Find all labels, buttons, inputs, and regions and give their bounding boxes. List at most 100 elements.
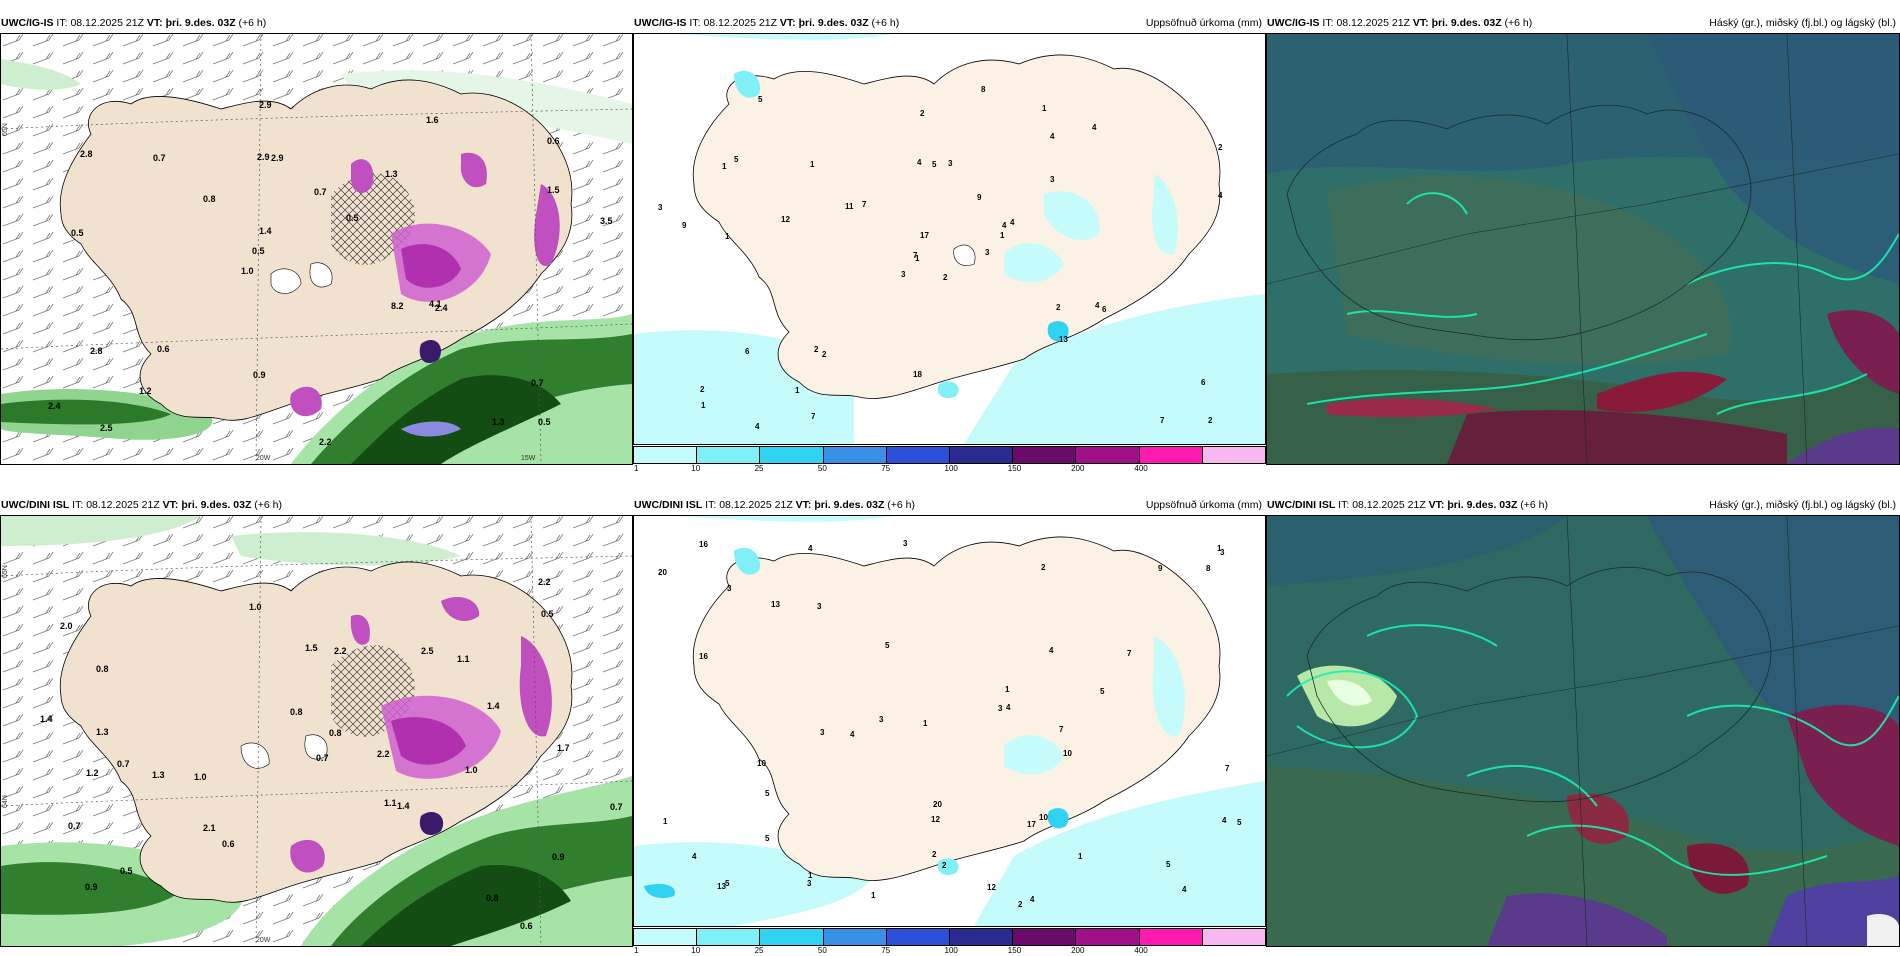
colorbar-swatch — [760, 447, 824, 463]
colorbar-tick-label: 10 — [691, 464, 701, 473]
panel-header: UWC/DINI ISL IT: 08.12.2025 21Z VT: þri.… — [0, 495, 633, 515]
it-label: IT: — [705, 499, 717, 511]
value-label: 1 — [808, 871, 813, 880]
value-label: 2 — [700, 385, 705, 394]
value-label: 5 — [1100, 687, 1105, 696]
value-label: 1 — [871, 891, 876, 900]
it-label: IT: — [1338, 499, 1350, 511]
panel-header: UWC/DINI ISL IT: 08.12.2025 21Z VT: þri.… — [633, 495, 1266, 515]
iceland-land — [692, 54, 1221, 399]
value-label: 20 — [933, 800, 942, 809]
value-label: 7 — [913, 251, 918, 260]
value-label: 1.0 — [249, 602, 262, 612]
value-label: 2.9 — [257, 152, 270, 162]
iceland-outline — [1286, 104, 1752, 341]
vt-value: þri. 9.des. 03Z — [1431, 17, 1502, 29]
value-label: 1 — [1217, 544, 1222, 553]
value-label: 1.0 — [465, 765, 478, 775]
cloud-map — [1266, 33, 1900, 465]
value-label: 2.2 — [538, 577, 551, 587]
value-label: 3 — [658, 203, 663, 212]
colorbar-swatch — [1076, 447, 1140, 463]
value-label: 0.9 — [552, 852, 565, 862]
lead-time: (+6 h) — [238, 17, 267, 29]
wind-precip-svg: 0.6 0.7 1.1 2.0 0.9 0.8 0.5 1.0 1.1 1.5 2.5 0.8 0.6 1… — [1, 516, 632, 946]
panel-header: UWC/IG-IS IT: 08.12.2025 21Z VT: þri. 9.… — [633, 13, 1266, 33]
lon-label: 15W — [521, 455, 536, 462]
value-label: 1.1 — [457, 654, 470, 664]
low-cloud-edges — [1306, 192, 1899, 415]
value-label: 12 — [781, 215, 790, 224]
wind-precip-map: 0.5 0.5 0.6 1.0 1.3 2.5 2.9 0.7 2.8 0.8 2.4 1.2 2.9 0… — [0, 33, 633, 465]
value-label: 1 — [923, 719, 928, 728]
value-label: 0.5 — [120, 866, 133, 876]
panel-wind-precip-bottom: UWC/DINI ISL IT: 08.12.2025 21Z VT: þri.… — [0, 495, 633, 947]
colorbar-swatch — [823, 929, 887, 945]
value-label: 8 — [1206, 564, 1211, 573]
value-label: 5 — [765, 789, 770, 798]
colorbar-swatch — [697, 929, 761, 945]
value-label: 8.2 — [391, 301, 404, 311]
value-label: 1.3 — [96, 727, 109, 737]
value-label: 5 — [725, 879, 730, 888]
colorbar-ticks: 1 10 25 50 75 100 150 200 400 — [633, 464, 1266, 474]
precip-map: 2 1 1 2 4 2 1 3 4 3 5 2 1 2 3 3 4 4 9 6 7 1 1 5 4 6 5 2 9 2 4 7 18 17 1 4 2 7… — [633, 33, 1266, 445]
value-label: 1 — [1000, 231, 1005, 240]
value-label: 12 — [987, 883, 996, 892]
precip-labels: 1211433435923122316342017311371015161014… — [658, 539, 1242, 909]
model-name: UWC/DINI ISL — [1267, 499, 1336, 511]
iceland-land — [59, 561, 573, 903]
value-label: 0.7 — [117, 759, 130, 769]
vt-label: VT: — [779, 17, 796, 29]
value-label: 4 — [1092, 123, 1097, 132]
value-label: 1.4 — [259, 226, 272, 236]
it-value: 08.12.2025 21Z — [703, 17, 777, 29]
value-label: 5 — [932, 160, 937, 169]
value-label: 4 — [1049, 646, 1054, 655]
colorbar-tick-label: 25 — [754, 946, 764, 955]
model-name: UWC/IG-IS — [634, 17, 687, 29]
lead-time: (+6 h) — [1520, 499, 1549, 511]
panel-title: Uppsöfnuð úrkoma (mm) — [1145, 17, 1262, 29]
value-label: 1.3 — [385, 169, 398, 179]
value-label: 4 — [1182, 885, 1187, 894]
value-label: 2 — [1041, 563, 1046, 572]
colorbar-tick-label: 400 — [1134, 464, 1148, 473]
colorbar-swatch — [1139, 447, 1203, 463]
precip-labels: 2112421343521233449671154652924718171427… — [658, 85, 1223, 431]
iceland-land — [692, 536, 1221, 881]
lead-time: (+6 h) — [1504, 17, 1533, 29]
value-label: 2.4 — [48, 401, 61, 411]
value-label: 4 — [808, 544, 813, 553]
value-label: 7 — [862, 200, 867, 209]
value-label: 3 — [901, 270, 906, 279]
value-label: 4 — [1050, 132, 1055, 141]
colorbar-swatch — [950, 447, 1014, 463]
value-label: 7 — [1127, 649, 1132, 658]
value-label: 4 — [1222, 816, 1227, 825]
vt-value: þri. 9.des. 03Z — [1447, 499, 1518, 511]
value-label: 0.5 — [252, 246, 265, 256]
value-label: 2 — [1208, 416, 1213, 425]
value-label: 7 — [1225, 764, 1230, 773]
value-label: 2 — [932, 850, 937, 859]
panel-precip-bottom: UWC/DINI ISL IT: 08.12.2025 21Z VT: þri.… — [633, 495, 1266, 955]
value-label: 7 — [1160, 416, 1165, 425]
it-label: IT: — [72, 499, 84, 511]
value-label: 4 — [1006, 703, 1011, 712]
value-label: 0.7 — [314, 187, 327, 197]
panel-title: Uppsöfnuð úrkoma (mm) — [1145, 499, 1262, 511]
value-label: 16 — [699, 540, 708, 549]
value-label: 10 — [757, 759, 766, 768]
value-label: 0.5 — [71, 228, 84, 238]
value-label: 1.3 — [492, 417, 505, 427]
precip-colorbar — [633, 928, 1266, 946]
value-label: 1 — [795, 386, 800, 395]
value-label: 1.4 — [397, 801, 410, 811]
vt-label: VT: — [795, 499, 812, 511]
value-label: 4 — [1030, 895, 1035, 904]
panel-title: Háský (gr.), miðský (fj.bl.) og lágský (… — [1709, 17, 1896, 29]
panel-title: Háský (gr.), miðský (fj.bl.) og lágský (… — [1709, 499, 1896, 511]
iceland-land — [59, 79, 573, 421]
vt-label: VT: — [1412, 17, 1429, 29]
